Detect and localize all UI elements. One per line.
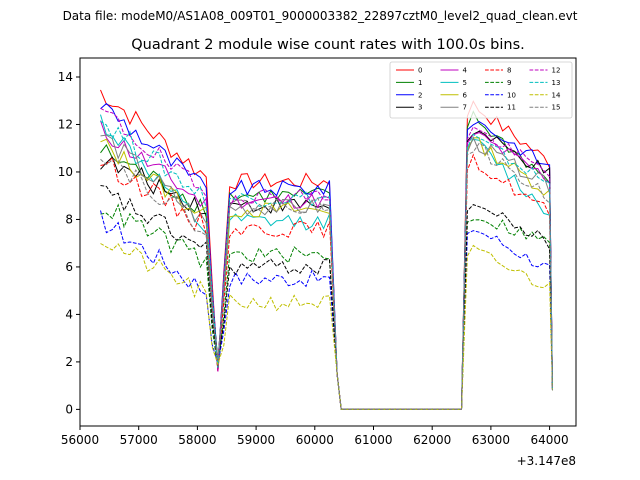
legend-label-14: 14 [552,91,561,99]
series-line-8 [100,153,553,410]
legend-label-3: 3 [418,104,422,112]
legend-label-9: 9 [507,79,511,87]
y-tick-label: 2 [65,355,73,369]
x-tick-label: 58000 [178,433,216,447]
series-line-6 [100,137,553,410]
chart-suptitle: Data file: modeM0/AS1A08_009T01_90000033… [63,9,578,23]
legend-label-2: 2 [418,91,422,99]
x-tick-label: 59000 [237,433,275,447]
legend-label-4: 4 [463,67,468,75]
x-tick-label: 60000 [296,433,334,447]
series-line-11 [100,185,553,410]
series-group [100,89,553,410]
x-tick-label: 61000 [354,433,392,447]
x-tick-label: 57000 [120,433,158,447]
y-tick-label: 8 [65,212,73,226]
series-line-10 [100,210,553,410]
x-tick-label: 56000 [61,433,99,447]
y-tick-label: 4 [65,307,73,321]
x-tick-label: 63000 [472,433,510,447]
x-offset-text: +3.147e8 [517,454,576,468]
legend-label-12: 12 [552,67,561,75]
series-line-14 [100,243,553,410]
legend-label-6: 6 [463,91,468,99]
series-line-0 [100,89,553,410]
plot-frame [79,57,577,427]
series-line-7 [100,134,553,410]
legend-label-10: 10 [507,91,516,99]
y-tick-label: 0 [65,402,73,416]
x-tick-label: 64000 [530,433,568,447]
legend-label-1: 1 [418,79,422,87]
legend-box [389,61,573,119]
legend-label-11: 11 [507,104,516,112]
y-tick-label: 12 [58,117,73,131]
y-tick-label: 14 [58,70,73,84]
series-line-2 [100,102,553,410]
y-tick-label: 10 [58,165,73,179]
legend-label-0: 0 [418,67,422,75]
y-tick-label: 6 [65,260,73,274]
legend-label-15: 15 [552,104,561,112]
legend-label-8: 8 [507,67,511,75]
chart-title: Quadrant 2 module wise count rates with … [131,37,525,53]
series-line-13 [100,120,553,410]
legend-label-7: 7 [463,104,467,112]
series-line-9 [100,203,553,410]
series-line-3 [100,130,553,410]
x-axis: 56000 57000 58000 59000 60000 61000 62000 63000… [61,426,569,447]
series-line-12 [100,107,553,410]
series-line-5 [100,114,553,410]
series-line-15 [100,142,553,410]
y-axis: 0 2 4 6 8 10 12 14 [58,70,80,416]
x-tick-label: 62000 [413,433,451,447]
legend-label-13: 13 [552,79,561,87]
legend-label-5: 5 [463,79,467,87]
series-line-4 [100,120,553,410]
